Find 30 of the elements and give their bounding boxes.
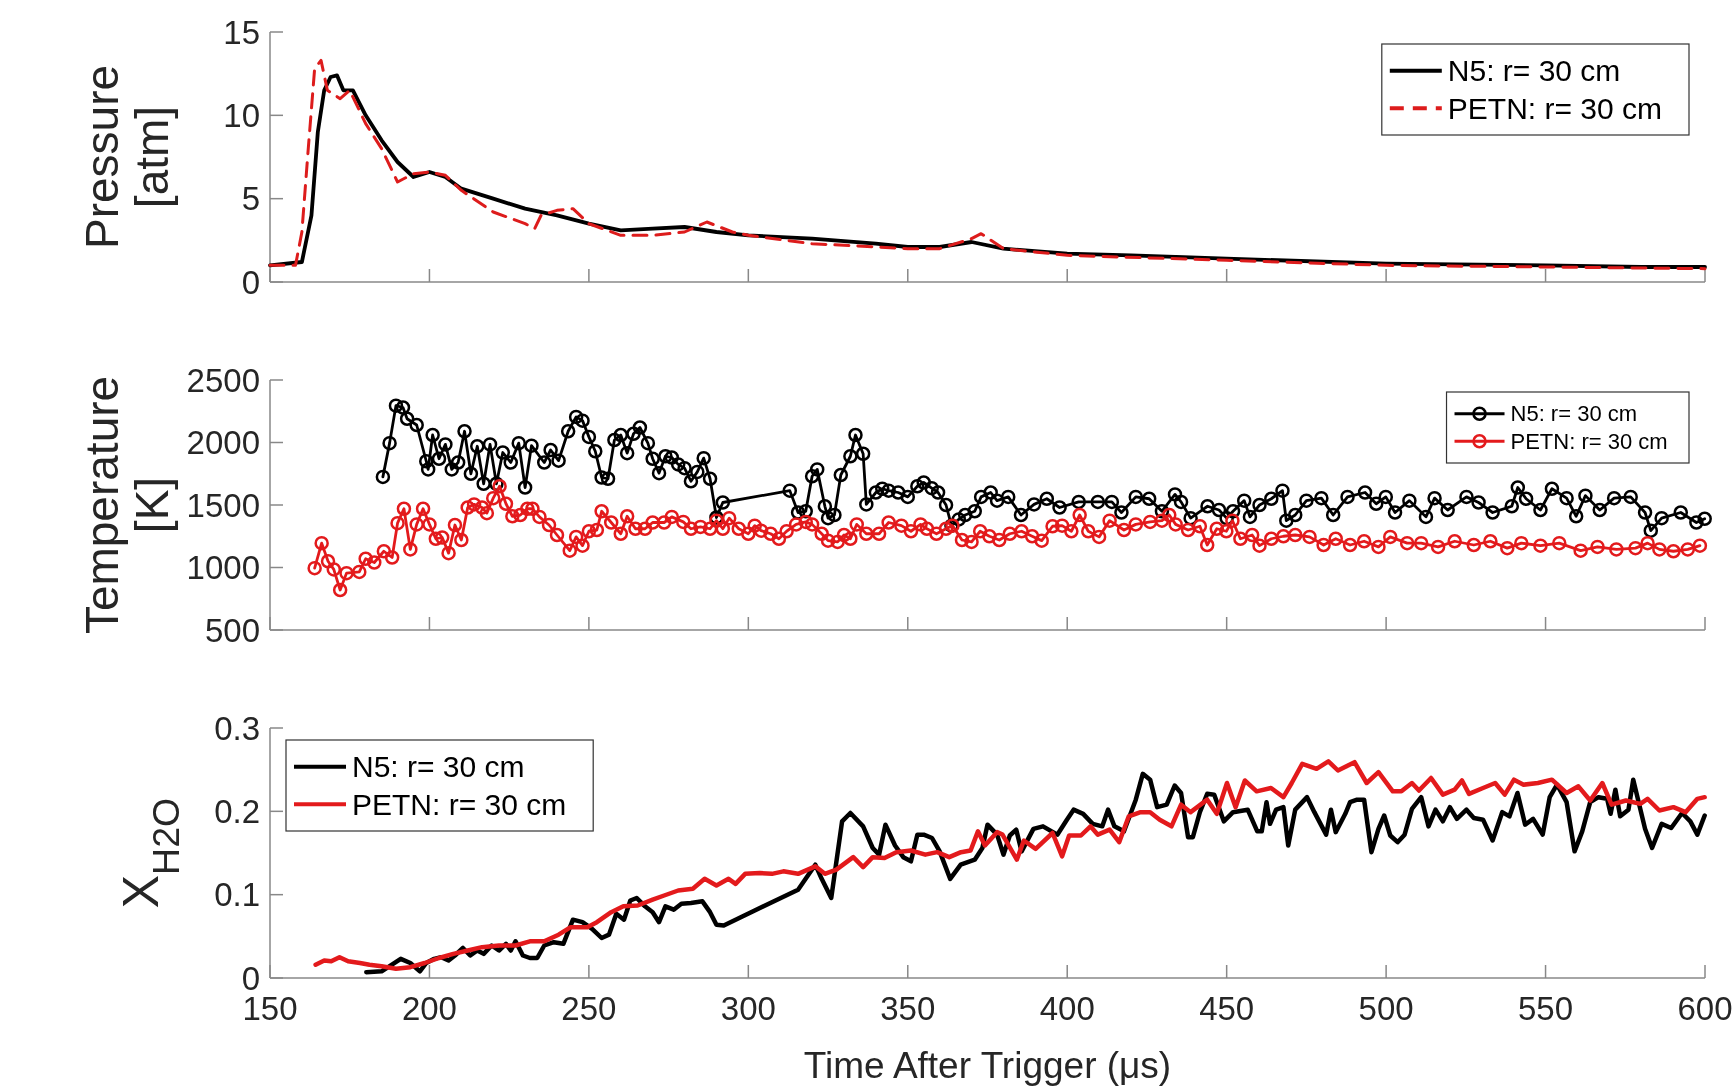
legend-label: PETN: r= 30 cm: [1510, 428, 1668, 454]
y-tick-label: 2000: [186, 424, 260, 462]
legend-label: N5: r= 30 cm: [1510, 401, 1638, 427]
y-tick-label: 10: [223, 96, 260, 134]
y-axis-title: Temperature [K]: [76, 375, 178, 635]
x-tick-label: 450: [1199, 990, 1255, 1027]
y-tick-label: 500: [204, 611, 260, 649]
legend-label: PETN: r= 30 cm: [352, 787, 567, 821]
x-tick-label: 500: [1358, 990, 1414, 1027]
x-axis-title: Time After Trigger (μs): [803, 1045, 1172, 1086]
y-tick-label: 0.2: [214, 792, 260, 830]
x-tick-label: 350: [880, 990, 936, 1027]
y-tick-label: 1000: [186, 549, 260, 587]
x-tick-label: 550: [1518, 990, 1574, 1027]
y-tick-label: 2500: [186, 361, 260, 399]
y-tick-label: 15: [223, 13, 260, 51]
legend-label: PETN: r= 30 cm: [1447, 91, 1663, 125]
y-tick-label: 0: [241, 263, 260, 301]
x-tick-label: 600: [1677, 990, 1733, 1027]
x-tick-label: 250: [561, 990, 617, 1027]
x-tick-label: 400: [1039, 990, 1095, 1027]
x-tick-label: 200: [401, 990, 457, 1027]
y-tick-label: 0.1: [214, 876, 260, 914]
y-axis-title: Pressure [atm]: [76, 64, 178, 250]
y-tick-label: 1500: [186, 486, 260, 524]
legend-label: N5: r= 30 cm: [1447, 54, 1621, 88]
legend-label: N5: r= 30 cm: [352, 750, 525, 784]
y-tick-label: 0.3: [214, 709, 260, 747]
y-tick-label: 5: [241, 180, 260, 218]
x-tick-label: 300: [720, 990, 776, 1027]
